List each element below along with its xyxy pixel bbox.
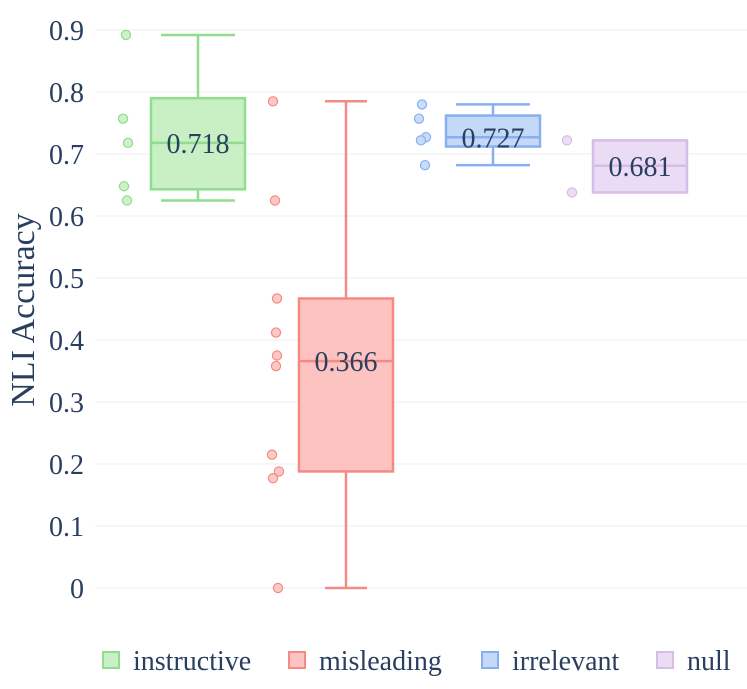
y-tick-label: 0 [70, 574, 84, 605]
y-tick-label: 0.8 [49, 78, 84, 109]
data-point [270, 360, 282, 372]
median-label: 0.681 [609, 152, 672, 183]
data-point [413, 113, 425, 124]
box-iqr [297, 297, 395, 473]
y-tick-label: 0.2 [49, 450, 84, 481]
y-axis-title: NLI Accuracy [5, 213, 42, 407]
data-point [415, 135, 427, 146]
data-point [267, 96, 279, 107]
legend-item-instructive[interactable]: instructive [102, 646, 251, 677]
box-iqr [444, 114, 542, 148]
box-null: 0.681 [561, 135, 689, 198]
y-tick-label: 0.6 [49, 202, 84, 233]
y-tick-label: 0.5 [49, 264, 84, 295]
data-point [270, 327, 282, 338]
data-point [419, 159, 431, 171]
data-point [121, 195, 133, 206]
box-instructive: 0.718 [117, 29, 247, 206]
legend-swatch [102, 651, 120, 669]
legend-swatch [481, 651, 499, 669]
data-point [269, 195, 281, 206]
y-tick-label: 0.4 [49, 326, 84, 357]
y-axis-ticks: 0 0.1 0.2 0.3 0.4 0.5 0.6 0.7 0.8 0.9 [49, 16, 84, 605]
y-tick-label: 0.3 [49, 388, 84, 419]
legend-label: instructive [133, 646, 251, 677]
data-point [273, 466, 285, 477]
data-point [120, 29, 132, 41]
median-label: 0.366 [315, 347, 378, 378]
data-point [416, 99, 428, 110]
data-point [122, 137, 134, 149]
data-point [266, 449, 278, 460]
legend-swatch [656, 651, 674, 669]
data-point [117, 113, 129, 124]
legend[interactable]: instructive misleading irrelevant null [102, 646, 731, 677]
data-point [561, 135, 573, 146]
legend-label: misleading [319, 646, 442, 677]
data-point [271, 350, 283, 361]
box-misleading: 0.366 [266, 96, 395, 594]
median-label: 0.718 [167, 129, 230, 160]
data-point [272, 582, 284, 594]
legend-label: null [687, 646, 731, 677]
legend-item-misleading[interactable]: misleading [288, 646, 442, 677]
boxes: 0.718 0.366 0.727 0.681 [117, 29, 689, 594]
data-point [566, 187, 578, 198]
legend-label: irrelevant [512, 646, 619, 677]
legend-item-irrelevant[interactable]: irrelevant [481, 646, 619, 677]
data-point [271, 293, 283, 304]
legend-swatch [288, 651, 306, 669]
grid-lines [95, 29, 747, 589]
data-point [118, 181, 130, 192]
y-tick-label: 0.1 [49, 512, 84, 543]
median-label: 0.727 [462, 123, 525, 154]
data-point [267, 473, 279, 484]
legend-item-null[interactable]: null [656, 646, 731, 677]
y-tick-label: 0.9 [49, 16, 84, 47]
y-tick-label: 0.7 [49, 140, 84, 171]
box-irrelevant: 0.727 [413, 99, 542, 171]
